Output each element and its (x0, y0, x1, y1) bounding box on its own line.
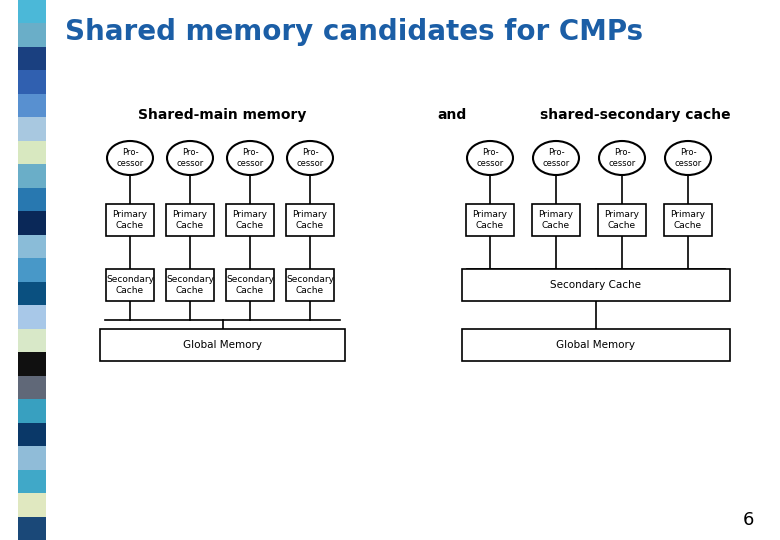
FancyBboxPatch shape (286, 269, 334, 301)
Bar (18, 493, 46, 517)
Text: Secondary
Cache: Secondary Cache (286, 275, 334, 295)
Bar (18, 352, 46, 376)
Text: Primary
Cache: Primary Cache (604, 210, 640, 230)
Ellipse shape (107, 141, 153, 175)
Text: 6: 6 (743, 511, 753, 529)
FancyBboxPatch shape (166, 204, 214, 236)
Text: Primary
Cache: Primary Cache (473, 210, 508, 230)
Bar (18, 258, 46, 282)
Text: Primary
Cache: Primary Cache (538, 210, 573, 230)
Bar (18, 94, 46, 117)
Bar (18, 117, 46, 141)
FancyBboxPatch shape (286, 204, 334, 236)
Text: Global Memory: Global Memory (183, 340, 262, 350)
FancyBboxPatch shape (166, 269, 214, 301)
Text: Primary
Cache: Primary Cache (292, 210, 328, 230)
Bar (18, 23, 46, 47)
FancyBboxPatch shape (532, 204, 580, 236)
Bar (18, 0, 46, 23)
FancyBboxPatch shape (226, 269, 274, 301)
Text: Pro-
cessor: Pro- cessor (477, 148, 504, 168)
Bar (18, 211, 46, 235)
Ellipse shape (287, 141, 333, 175)
FancyBboxPatch shape (106, 269, 154, 301)
FancyBboxPatch shape (106, 204, 154, 236)
FancyBboxPatch shape (100, 329, 345, 361)
Bar (18, 517, 46, 540)
Text: Primary
Cache: Primary Cache (232, 210, 268, 230)
Text: Pro-
cessor: Pro- cessor (116, 148, 144, 168)
Bar (18, 423, 46, 446)
Text: Secondary
Cache: Secondary Cache (166, 275, 214, 295)
Bar (18, 164, 46, 188)
Text: Secondary Cache: Secondary Cache (551, 280, 641, 290)
FancyBboxPatch shape (598, 204, 646, 236)
Ellipse shape (533, 141, 579, 175)
Ellipse shape (167, 141, 213, 175)
Text: Pro-
cessor: Pro- cessor (236, 148, 264, 168)
FancyBboxPatch shape (462, 329, 730, 361)
Bar (18, 141, 46, 164)
Text: Pro-
cessor: Pro- cessor (675, 148, 702, 168)
Text: Shared-main memory: Shared-main memory (138, 108, 307, 122)
FancyBboxPatch shape (462, 269, 730, 301)
Bar (18, 329, 46, 352)
Text: Secondary
Cache: Secondary Cache (226, 275, 274, 295)
FancyBboxPatch shape (226, 204, 274, 236)
Text: Primary
Cache: Primary Cache (172, 210, 207, 230)
Text: and: and (438, 108, 466, 122)
Text: Pro-
cessor: Pro- cessor (608, 148, 636, 168)
Text: Shared memory candidates for CMPs: Shared memory candidates for CMPs (65, 18, 644, 46)
Bar (18, 376, 46, 399)
Bar (18, 399, 46, 423)
Text: Pro-
cessor: Pro- cessor (176, 148, 204, 168)
FancyBboxPatch shape (466, 204, 514, 236)
Text: Primary
Cache: Primary Cache (112, 210, 147, 230)
Ellipse shape (665, 141, 711, 175)
Text: Global Memory: Global Memory (556, 340, 636, 350)
Bar (18, 470, 46, 493)
Bar (18, 282, 46, 305)
FancyBboxPatch shape (664, 204, 712, 236)
Text: Secondary
Cache: Secondary Cache (106, 275, 154, 295)
Text: shared-secondary cache: shared-secondary cache (540, 108, 730, 122)
Bar (18, 70, 46, 94)
Bar (18, 235, 46, 258)
Bar (18, 305, 46, 329)
Ellipse shape (599, 141, 645, 175)
Bar (18, 446, 46, 470)
Ellipse shape (467, 141, 513, 175)
Ellipse shape (227, 141, 273, 175)
Text: Pro-
cessor: Pro- cessor (542, 148, 569, 168)
Text: Primary
Cache: Primary Cache (671, 210, 705, 230)
Text: Pro-
cessor: Pro- cessor (296, 148, 324, 168)
Bar (18, 188, 46, 211)
Bar (18, 47, 46, 70)
